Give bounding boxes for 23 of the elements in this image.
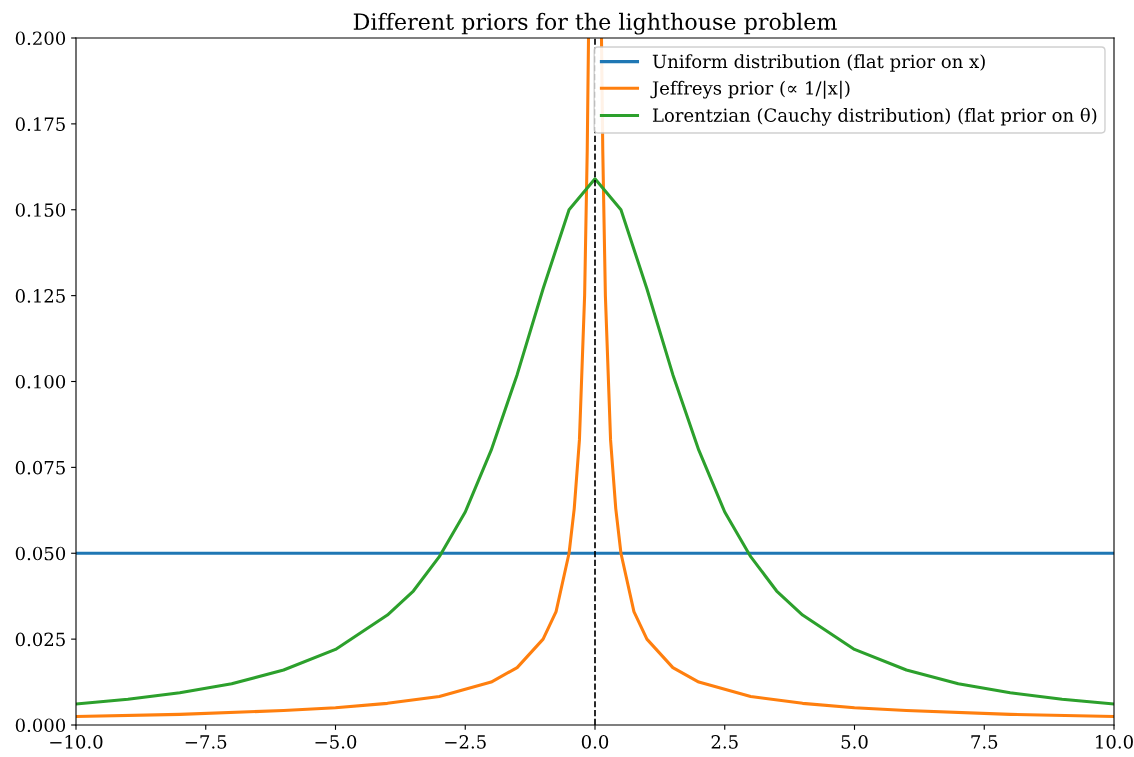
- y-tick-label: 0.025: [15, 632, 65, 647]
- x-tick-label: −5.0: [315, 735, 357, 749]
- y-tick-label: 0.150: [15, 203, 66, 217]
- line-series: [76, 177, 1114, 706]
- y-tick-label: 0.200: [15, 31, 66, 46]
- x-tick-label: −2.5: [445, 735, 486, 749]
- x-tick-label: 5.0: [841, 735, 868, 749]
- x-tick-label: 7.5: [971, 735, 998, 749]
- legend-label: Jeffreys prior (∝ 1/|x|): [650, 80, 850, 99]
- x-tick-label: 10.0: [1096, 735, 1133, 749]
- chart-title: Different priors for the lighthouse problem: [353, 12, 837, 35]
- y-tick-label: 0.125: [15, 289, 65, 303]
- x-tick-label: 2.5: [711, 735, 738, 749]
- x-tick-label: −7.5: [185, 735, 227, 749]
- x-tick-label: −10.0: [50, 735, 103, 749]
- y-tick-label: 0.075: [15, 460, 65, 475]
- y-tick-label: 0.175: [15, 117, 65, 131]
- y-tick-label: 0.000: [15, 718, 66, 733]
- y-tick-label: 0.050: [15, 546, 66, 561]
- x-tick-label: 0.0: [581, 735, 609, 749]
- legend-label: Lorentzian (Cauchy distribution) (flat prior on θ): [652, 107, 1097, 126]
- y-tick-label: 0.100: [15, 374, 66, 389]
- legend-label: Uniform distribution (flat prior on x): [652, 54, 985, 72]
